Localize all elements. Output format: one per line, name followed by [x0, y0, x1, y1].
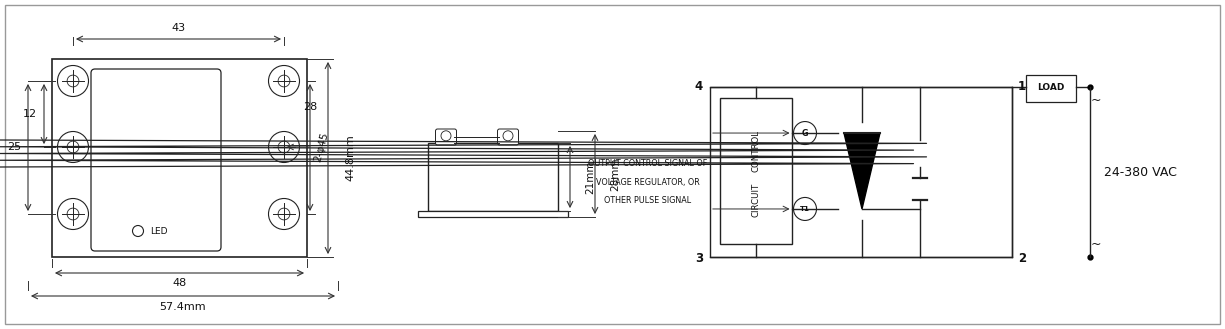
FancyBboxPatch shape — [91, 69, 220, 251]
Text: 44.8mm: 44.8mm — [345, 135, 355, 181]
Polygon shape — [844, 133, 880, 209]
Bar — [720, 98, 793, 244]
Text: 25: 25 — [7, 142, 21, 153]
Text: ~: ~ — [1091, 238, 1101, 250]
Text: T1: T1 — [800, 206, 810, 212]
Text: 48: 48 — [173, 278, 186, 288]
Text: 4: 4 — [695, 80, 703, 92]
Text: 21mm: 21mm — [586, 160, 595, 194]
Text: 24-380 VAC: 24-380 VAC — [1104, 165, 1176, 179]
Text: 57.4mm: 57.4mm — [159, 302, 206, 312]
Bar — [51, 59, 307, 257]
Text: 12: 12 — [23, 109, 37, 119]
Text: 1: 1 — [1018, 80, 1027, 92]
Text: G: G — [801, 129, 808, 138]
Bar — [418, 211, 568, 217]
Text: 3: 3 — [695, 251, 703, 265]
Text: OTHER PULSE SIGNAL: OTHER PULSE SIGNAL — [604, 195, 692, 205]
Text: LED: LED — [149, 226, 168, 236]
Text: 2-φ45: 2-φ45 — [314, 131, 331, 163]
Text: CONTROL: CONTROL — [751, 130, 761, 171]
FancyBboxPatch shape — [436, 129, 457, 145]
FancyBboxPatch shape — [497, 129, 518, 145]
Text: 2: 2 — [1018, 251, 1027, 265]
Text: ~: ~ — [1091, 93, 1101, 107]
Bar — [1027, 74, 1076, 102]
Bar — [428, 143, 559, 211]
Text: CIRCUIT: CIRCUIT — [751, 183, 761, 217]
Text: OUTPUT CONTROL SIGNAL OF: OUTPUT CONTROL SIGNAL OF — [588, 160, 708, 168]
Text: 28: 28 — [303, 103, 317, 113]
Text: VOLTAGE REGULATOR, OR: VOLTAGE REGULATOR, OR — [597, 178, 699, 187]
Text: 28mm: 28mm — [610, 157, 620, 191]
Text: 43: 43 — [172, 23, 185, 33]
Bar — [710, 87, 1012, 257]
Text: LOAD: LOAD — [1038, 84, 1065, 92]
